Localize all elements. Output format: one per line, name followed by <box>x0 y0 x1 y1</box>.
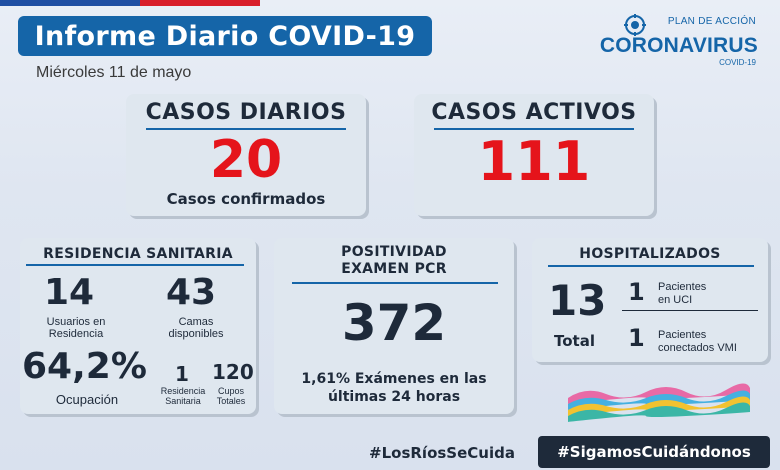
positividad-subtext-line1: 1,61% Exámenes en las <box>301 371 487 387</box>
hospitalizados-title: HOSPITALIZADOS <box>579 246 721 262</box>
positividad-title: POSITIVIDAD EXAMEN PCR <box>274 244 514 278</box>
residencia-title: RESIDENCIA SANITARIA <box>43 246 233 262</box>
residencias-label-line1: Residencia <box>160 386 206 396</box>
usuarios-label-line1: Usuarios en <box>46 316 106 328</box>
title-underline <box>434 128 634 130</box>
positividad-title-line1: POSITIVIDAD <box>341 244 447 260</box>
coronavirus-logo: PLAN DE ACCIÓN CORONAVIRUS COVID-19 <box>598 14 758 67</box>
government-emblem-icon <box>624 14 646 36</box>
camas-value: 43 <box>166 272 217 313</box>
camas-label-line2: disponibles <box>168 328 224 340</box>
casos-diarios-title: CASOS DIARIOS <box>145 100 347 125</box>
positividad-subtext: 1,61% Exámenes en las últimas 24 horas <box>274 370 514 406</box>
casos-activos-value: 111 <box>477 130 591 193</box>
camas-label-line1: Camas <box>178 316 214 328</box>
ocupacion-label: Ocupación <box>55 392 119 407</box>
positividad-card: POSITIVIDAD EXAMEN PCR 372 1,61% Exámene… <box>274 238 514 414</box>
hospitalizados-total-label: Total <box>554 332 595 350</box>
residencias-value: 1 <box>175 362 189 386</box>
residencia-card: RESIDENCIA SANITARIA 14 Usuarios en Resi… <box>20 238 256 414</box>
casos-diarios-label: Casos confirmados <box>166 190 326 208</box>
usuarios-label-line2: Residencia <box>48 328 104 340</box>
cupos-label-line1: Cupos <box>217 386 244 396</box>
title-underline <box>292 282 498 284</box>
hospitalizados-total-value: 13 <box>548 276 607 325</box>
logo-name-text: CORONAVIRUS <box>599 34 758 57</box>
logo-sub-text: COVID-19 <box>719 58 756 67</box>
report-date: Miércoles 11 de mayo <box>36 64 192 81</box>
vmi-label-line2: conectados VMI <box>658 342 737 354</box>
title-underline <box>26 264 244 266</box>
hospitalizados-card: HOSPITALIZADOS 13 Total 1 Pacientes en U… <box>532 238 768 362</box>
report-title: Informe Diario COVID-19 <box>18 16 432 56</box>
title-underline <box>146 128 346 130</box>
flag-bar <box>0 0 260 6</box>
ocupacion-value: 64,2% <box>22 346 147 387</box>
uci-value: 1 <box>628 278 645 306</box>
casos-diarios-value: 20 <box>209 130 283 190</box>
title-underline <box>548 265 754 267</box>
vmi-value: 1 <box>628 324 645 352</box>
flag-bar-red <box>140 0 260 6</box>
casos-activos-title: CASOS ACTIVOS <box>431 100 637 125</box>
casos-activos-card: CASOS ACTIVOS 111 <box>414 94 654 216</box>
cupos-value: 120 <box>212 360 254 384</box>
cupos-label-line2: Totales <box>216 396 246 406</box>
usuarios-value: 14 <box>44 272 95 313</box>
flag-bar-blue <box>0 0 140 6</box>
logo-plan-text: PLAN DE ACCIÓN <box>667 16 756 27</box>
positividad-subtext-line2: últimas 24 horas <box>327 389 461 405</box>
uci-label-line1: Pacientes <box>658 281 707 293</box>
vmi-label-line1: Pacientes <box>658 329 707 341</box>
regional-stripes-logo <box>567 383 750 422</box>
casos-diarios-card: CASOS DIARIOS 20 Casos confirmados <box>126 94 366 216</box>
hashtag-los-rios: #LosRíosSeCuida <box>369 444 515 462</box>
hospitalizados-divider <box>622 310 758 311</box>
positividad-value: 372 <box>341 294 447 352</box>
residencias-label-line2: Sanitaria <box>165 396 201 406</box>
positividad-title-line2: EXAMEN PCR <box>341 261 447 277</box>
hashtag-sigamos: #SigamosCuidándonos <box>538 436 770 468</box>
uci-label-line2: en UCI <box>658 294 693 306</box>
